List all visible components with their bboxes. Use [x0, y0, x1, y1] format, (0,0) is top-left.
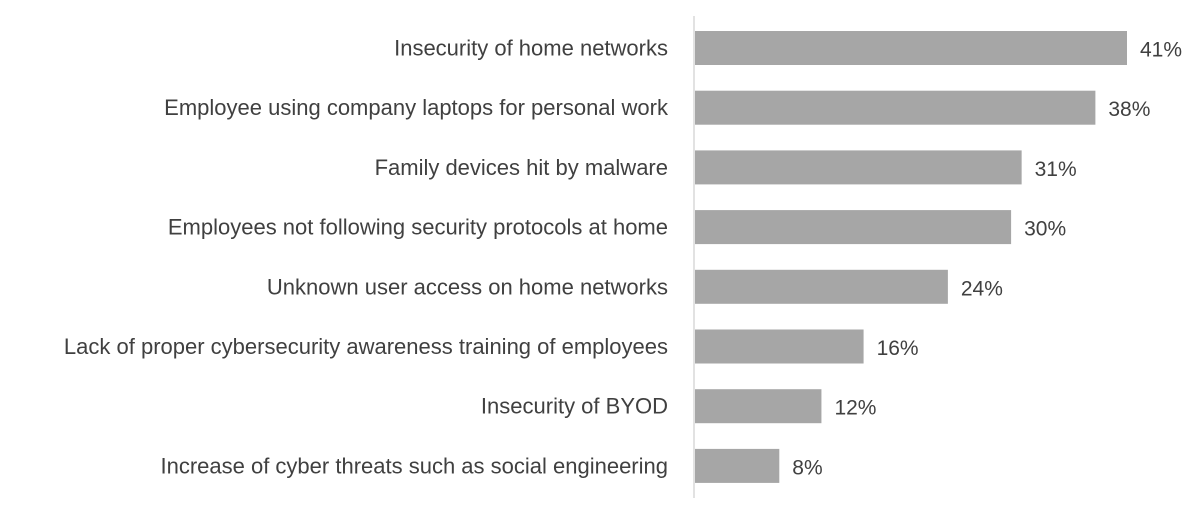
category-labels-group: Insecurity of home networks Employee usin… — [64, 36, 669, 479]
bar-1 — [695, 31, 1127, 65]
value-label-8: 8% — [792, 456, 822, 479]
category-label-8: Increase of cyber threats such as social… — [160, 453, 668, 478]
bars-group — [695, 31, 1127, 483]
bar-4 — [695, 210, 1012, 245]
value-label-6: 16% — [877, 337, 919, 360]
value-label-1: 41% — [1140, 39, 1182, 62]
bar-8 — [695, 448, 780, 483]
value-label-2: 38% — [1108, 98, 1150, 121]
value-labels-group: 41% 38% 31% 30% 24% 16% 12% 8% — [792, 39, 1182, 480]
bar-6 — [695, 329, 864, 364]
category-label-6: Lack of proper cybersecurity awareness t… — [64, 334, 668, 359]
category-label-4: Employees not following security protoco… — [168, 215, 668, 240]
bar-2 — [695, 90, 1096, 125]
category-label-2: Employee using company laptops for perso… — [164, 95, 669, 120]
category-label-7: Insecurity of BYOD — [481, 394, 668, 419]
value-label-3: 31% — [1035, 158, 1077, 181]
value-label-4: 30% — [1024, 218, 1066, 241]
category-label-3: Family devices hit by malware — [375, 155, 668, 180]
bar-3 — [695, 150, 1022, 185]
value-label-5: 24% — [961, 277, 1003, 300]
category-label-5: Unknown user access on home networks — [267, 274, 668, 299]
category-label-1: Insecurity of home networks — [394, 36, 668, 61]
bar-5 — [695, 269, 948, 304]
value-label-7: 12% — [834, 397, 876, 420]
bar-7 — [695, 389, 822, 424]
